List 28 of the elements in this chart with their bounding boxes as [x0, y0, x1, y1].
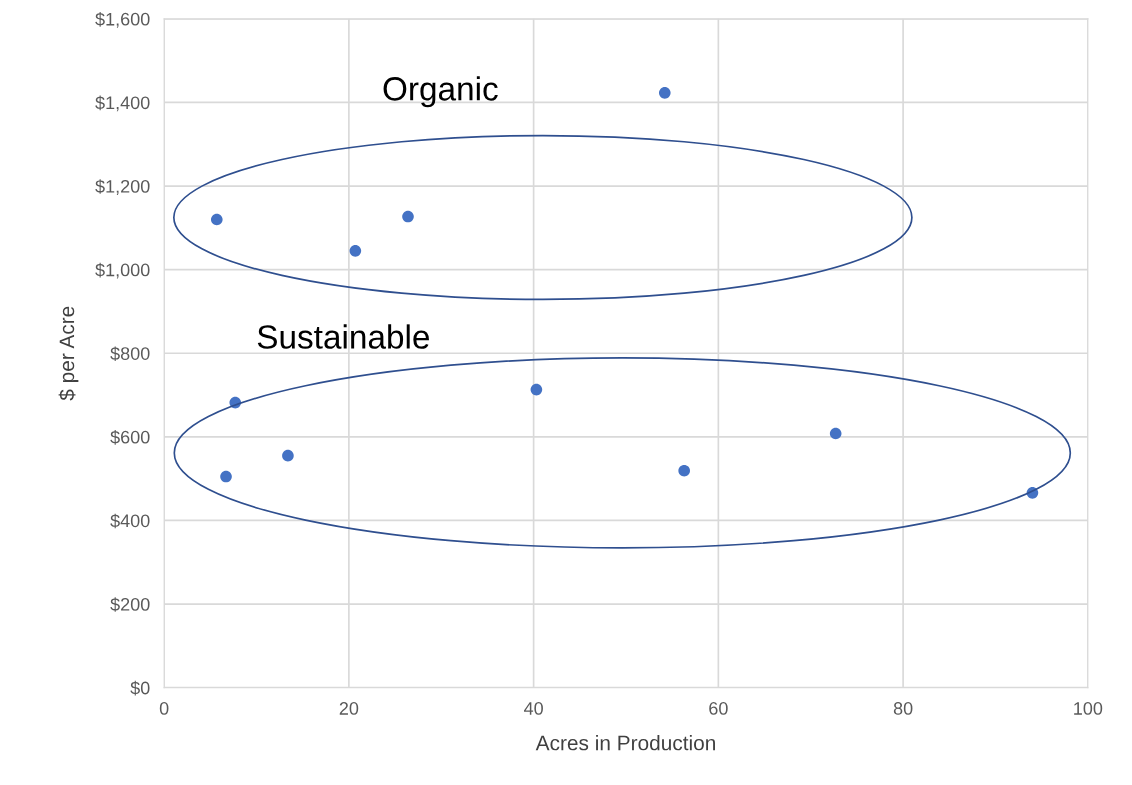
- point: [678, 464, 690, 477]
- y-tick-label: $1,200: [95, 179, 150, 195]
- annotation: Sustainable: [257, 324, 429, 349]
- x-axis-title: Acres in Production: [535, 735, 715, 751]
- x-tick-label: 100: [1074, 702, 1103, 715]
- y-tick-label: $800: [110, 346, 150, 362]
- point: [220, 470, 232, 483]
- x-tick-label: 20: [339, 702, 359, 715]
- y-tick-label: $1,600: [95, 12, 150, 28]
- point: [829, 427, 842, 440]
- y-axis-title: $ per Acre: [58, 306, 79, 401]
- y-tick-label: $200: [110, 597, 150, 612]
- y-tick-label: $1,400: [95, 95, 150, 112]
- y-tick-label: $0: [130, 680, 150, 696]
- point: [210, 213, 223, 226]
- annotation: Organic: [383, 76, 498, 108]
- y-tick-label: $600: [110, 430, 150, 445]
- x-tick-label: 40: [524, 702, 543, 715]
- x-tick-label: 60: [709, 702, 728, 715]
- y-tick-label: $1,000: [95, 262, 150, 279]
- point: [282, 449, 294, 462]
- point: [530, 383, 543, 396]
- point: [349, 245, 362, 257]
- x-tick-label: 80: [893, 702, 913, 715]
- point: [402, 210, 414, 223]
- point: [658, 87, 671, 99]
- x-tick-label: 0: [159, 702, 169, 715]
- y-tick-label: $400: [110, 513, 150, 529]
